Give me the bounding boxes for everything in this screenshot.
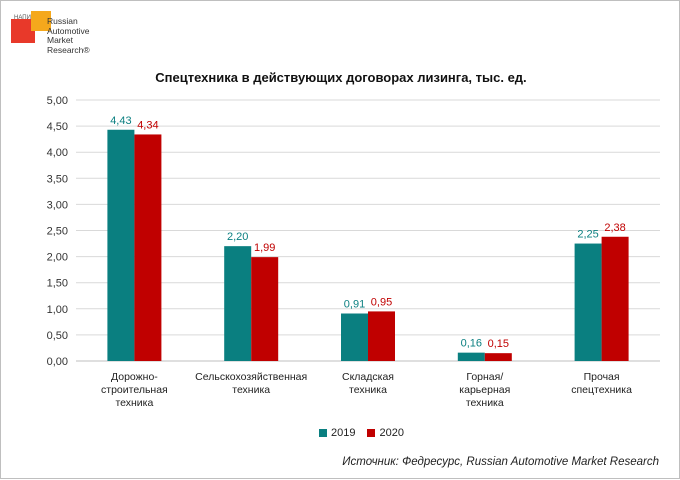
legend-item-2020: 2020: [367, 427, 404, 439]
bar-2020: [134, 134, 162, 361]
y-tick-label: 2,50: [47, 226, 68, 238]
x-tick-label: карьерная: [459, 384, 510, 396]
y-tick-label: 1,50: [47, 278, 68, 290]
bar-2020: [484, 353, 512, 361]
bar-2019: [224, 246, 252, 361]
legend-swatch-2019: [319, 429, 327, 437]
legend-label-2020: 2020: [379, 427, 404, 439]
data-label-2019: 2,25: [577, 229, 598, 241]
legend-item-2019: 2019: [319, 427, 355, 439]
bar-2020: [251, 257, 279, 361]
data-label-2019: 0,91: [344, 298, 365, 310]
x-tick-label: техника: [232, 384, 270, 396]
data-label-2019: 4,43: [110, 115, 131, 127]
x-tick-label: Прочая: [584, 371, 620, 383]
y-tick-label: 0,50: [47, 330, 68, 342]
data-label-2020: 4,34: [137, 119, 158, 131]
x-tick-label: спецтехника: [571, 384, 632, 396]
bar-2019: [107, 129, 135, 361]
y-tick-label: 1,00: [47, 304, 68, 316]
data-label-2020: 1,99: [254, 242, 275, 254]
bar-2019: [341, 313, 368, 361]
bar-2019: [457, 352, 485, 361]
chart-title: Спецтехника в действующих договорах лизи…: [155, 70, 527, 85]
bar-2019: [574, 243, 602, 361]
x-tick-label: Сельскохозяйственная: [195, 371, 307, 383]
logo-orange-square: [31, 11, 51, 31]
data-label-2019: 2,20: [227, 231, 248, 243]
logo-name: Russian Automotive Market Research®: [47, 16, 90, 55]
legend-swatch-2020: [367, 429, 376, 437]
x-tick-label: техника: [349, 384, 387, 396]
y-tick-label: 4,50: [47, 121, 68, 133]
ramr-logo: НАПИ Russian Automotive Market Research®: [9, 9, 99, 65]
y-tick-label: 3,00: [47, 199, 68, 211]
x-tick-label: строительная: [101, 384, 168, 396]
y-tick-label: 3,50: [47, 173, 68, 185]
x-tick-label: Складская: [342, 371, 394, 383]
data-label-2020: 0,15: [488, 338, 509, 350]
y-tick-label: 0,00: [47, 356, 68, 368]
bar-2020: [601, 236, 629, 361]
legend-label-2019: 2019: [331, 427, 356, 439]
data-label-2020: 0,95: [371, 296, 392, 308]
source-note: Источник: Федресурс, Russian Automotive …: [342, 456, 659, 468]
y-tick-label: 4,00: [47, 147, 68, 159]
y-tick-label: 5,00: [47, 95, 68, 107]
x-tick-label: Дорожно-: [111, 371, 158, 383]
x-tick-label: техника: [466, 397, 504, 409]
logo-small-text: НАПИ: [14, 15, 31, 21]
legend: 2019 2020: [319, 427, 404, 439]
bar-2020: [368, 311, 395, 361]
x-tick-label: Горная/: [466, 371, 503, 383]
y-tick-label: 2,00: [47, 252, 68, 264]
data-label-2019: 0,16: [461, 338, 482, 350]
data-label-2020: 2,38: [604, 222, 625, 234]
x-tick-label: техника: [115, 397, 153, 409]
